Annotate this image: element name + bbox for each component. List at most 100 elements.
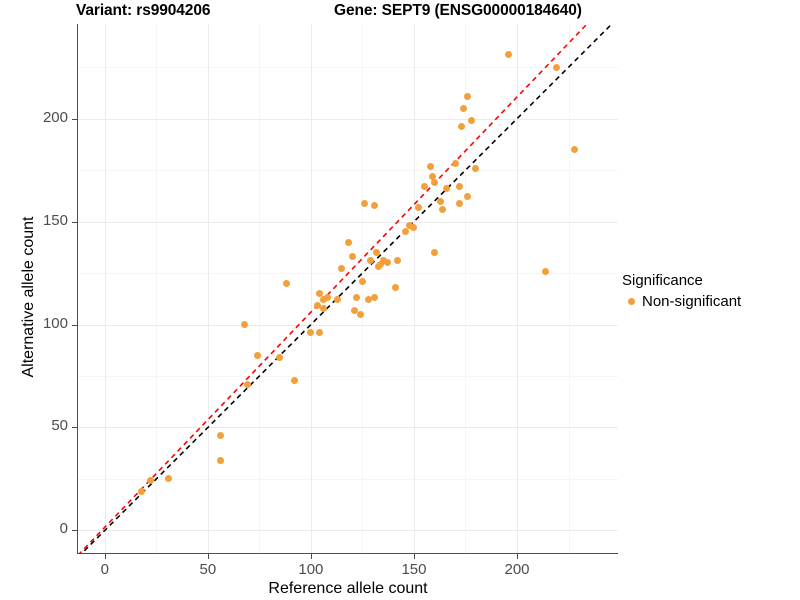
data-point xyxy=(410,224,418,232)
y-axis-title: Alternative allele count xyxy=(20,216,37,378)
data-point xyxy=(367,257,375,265)
data-point xyxy=(472,164,480,172)
data-point xyxy=(402,228,410,236)
data-point xyxy=(439,205,447,213)
variant-title: Variant: rs9904206 xyxy=(76,2,211,19)
data-point xyxy=(350,306,358,314)
data-point xyxy=(505,51,513,59)
data-point xyxy=(571,146,579,154)
data-point xyxy=(468,117,476,125)
x-axis-line xyxy=(77,552,618,554)
data-point xyxy=(429,172,436,180)
data-point xyxy=(290,376,298,384)
data-point xyxy=(373,248,381,256)
y-tick-label: 150 xyxy=(42,211,68,229)
data-point xyxy=(455,199,463,207)
data-point xyxy=(464,193,472,201)
data-point xyxy=(315,290,323,298)
data-point xyxy=(371,201,379,209)
data-point xyxy=(393,257,401,265)
gridline-minor-x xyxy=(259,24,261,553)
x-tick xyxy=(413,554,415,559)
gridline-minor-y xyxy=(78,273,618,275)
data-point xyxy=(307,329,315,337)
gridline-major-y xyxy=(78,324,618,326)
data-point xyxy=(352,294,360,302)
data-point xyxy=(542,267,550,275)
y-tick-label: 100 xyxy=(42,314,68,332)
gridline-major-y xyxy=(78,118,618,120)
data-point xyxy=(319,296,327,304)
data-point xyxy=(414,203,422,211)
data-point xyxy=(360,199,368,207)
gridline-minor-y xyxy=(78,478,618,480)
gridline-major-x xyxy=(104,24,106,553)
gridline-major-y xyxy=(78,427,618,429)
legend: Significance Non-significant xyxy=(622,272,797,310)
plot-panel xyxy=(78,24,618,553)
gridline-minor-y xyxy=(78,170,618,172)
data-point xyxy=(431,248,439,256)
data-point xyxy=(253,351,261,359)
data-point xyxy=(138,487,146,495)
gridline-major-y xyxy=(78,530,618,532)
data-point xyxy=(464,92,472,100)
data-point xyxy=(358,277,366,285)
data-point xyxy=(443,185,451,193)
data-point xyxy=(437,197,445,205)
data-point xyxy=(282,279,290,287)
legend-item[interactable]: Non-significant xyxy=(622,292,797,310)
x-tick xyxy=(207,554,209,559)
data-point xyxy=(455,183,463,191)
data-point xyxy=(276,353,284,361)
data-point xyxy=(552,63,560,71)
y-tick xyxy=(72,118,77,120)
x-tick xyxy=(104,554,106,559)
y-tick xyxy=(72,427,77,429)
legend-item-label: Non-significant xyxy=(642,292,742,310)
legend-title: Significance xyxy=(622,272,703,289)
title-row: Variant: rs9904206 Gene: SEPT9 (ENSG0000… xyxy=(0,2,800,24)
data-point xyxy=(313,302,321,310)
data-point xyxy=(241,321,249,329)
data-point xyxy=(344,238,352,246)
data-point xyxy=(420,183,428,191)
gridline-minor-y xyxy=(78,375,618,377)
y-tick xyxy=(72,221,77,223)
data-point xyxy=(406,222,414,230)
x-tick-label: 50 xyxy=(199,561,217,578)
data-point xyxy=(383,259,391,267)
gridline-minor-x xyxy=(156,24,158,553)
gridline-minor-y xyxy=(78,67,618,69)
data-point xyxy=(146,477,154,485)
reference-lines xyxy=(79,24,613,553)
data-point xyxy=(216,456,224,464)
data-point xyxy=(315,329,323,337)
x-tick-label: 100 xyxy=(298,561,324,578)
gridline-major-x xyxy=(413,24,415,553)
data-point xyxy=(348,253,356,261)
x-tick-label: 200 xyxy=(504,561,530,578)
data-point xyxy=(431,178,439,186)
gridline-minor-x xyxy=(465,24,467,553)
data-point xyxy=(459,104,467,112)
reference-line-identity xyxy=(80,24,613,553)
data-point xyxy=(356,310,364,318)
x-axis-title: Reference allele count xyxy=(268,580,428,597)
data-point xyxy=(334,296,342,304)
y-tick-label: 0 xyxy=(59,520,68,538)
gridline-minor-x xyxy=(568,24,570,553)
x-tick-label: 150 xyxy=(401,561,427,578)
data-point xyxy=(243,380,251,388)
data-point xyxy=(365,296,373,304)
data-point xyxy=(216,432,224,440)
gridline-major-x xyxy=(310,24,312,553)
y-tick xyxy=(72,530,77,532)
x-tick xyxy=(310,554,312,559)
gridline-major-y xyxy=(78,221,618,223)
y-tick-label: 50 xyxy=(51,417,68,435)
data-point xyxy=(391,283,399,291)
y-tick-label: 200 xyxy=(42,108,68,126)
gene-title: Gene: SEPT9 (ENSG00000184640) xyxy=(334,2,582,19)
